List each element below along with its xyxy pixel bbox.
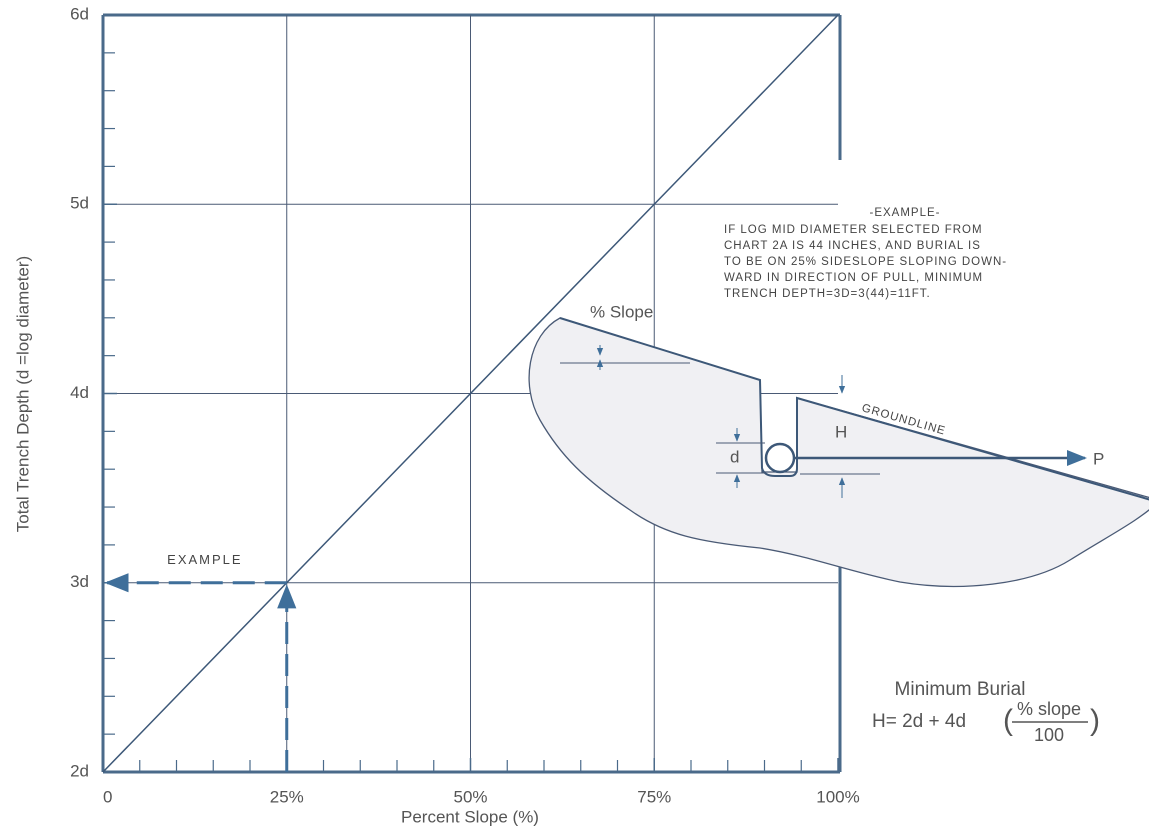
trench-diagram: % Slope H d GROUNDLINE P	[528, 302, 1149, 588]
x-axis-label: Percent Slope (%)	[401, 807, 539, 826]
soil-area	[528, 317, 1149, 588]
y-tick-label: 3d	[70, 572, 89, 591]
paren: )	[1090, 704, 1100, 737]
example-label: EXAMPLE	[167, 552, 242, 567]
y-tick-label: 6d	[70, 4, 89, 23]
x-tick-label: 25%	[270, 787, 304, 806]
note-line: CHART 2A IS 44 INCHES, AND BURIAL IS	[724, 240, 981, 252]
y-tick-label: 4d	[70, 383, 89, 402]
formula: Minimum Burial H= 2d + 4d ( % slope 100 …	[872, 679, 1100, 745]
note-title: -EXAMPLE-	[870, 207, 941, 219]
note-line: TO BE ON 25% SIDESLOPE SLOPING DOWN-	[724, 256, 1007, 268]
y-tick-label: 2d	[70, 761, 89, 780]
formula-title: Minimum Burial	[895, 679, 1026, 700]
slope-label: % Slope	[590, 302, 653, 321]
note-line: TRENCH DEPTH=3D=3(44)=11FT.	[724, 288, 931, 300]
x-tick-label: 100%	[816, 787, 859, 806]
example-note: -EXAMPLE- IF LOG MID DIAMETER SELECTED F…	[724, 207, 1007, 300]
data-line	[102, 14, 839, 773]
pull-label: P	[1093, 449, 1104, 468]
formula-denominator: 100	[1034, 725, 1064, 745]
y-tick-label: 5d	[70, 194, 89, 213]
x-tick-label: 0	[103, 787, 112, 806]
paren: (	[1003, 704, 1013, 737]
d-label: d	[730, 447, 739, 466]
note-line: WARD IN DIRECTION OF PULL, MINIMUM	[724, 272, 983, 284]
log	[764, 442, 796, 474]
y-axis-label: Total Trench Depth (d =log diameter)	[13, 256, 32, 532]
h-label: H	[835, 422, 847, 441]
x-tick-label: 50%	[453, 787, 487, 806]
ground-surface	[559, 317, 1149, 501]
formula-numerator: % slope	[1017, 699, 1081, 719]
note-line: IF LOG MID DIAMETER SELECTED FROM	[724, 224, 983, 236]
formula-lhs: H= 2d + 4d	[872, 711, 966, 732]
x-tick-label: 75%	[637, 787, 671, 806]
